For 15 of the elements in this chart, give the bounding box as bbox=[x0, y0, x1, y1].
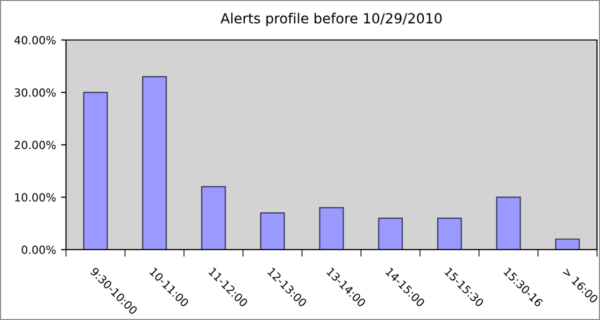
bar bbox=[319, 207, 344, 250]
y-tick-label: 20.00% bbox=[14, 140, 56, 150]
bar bbox=[555, 238, 580, 250]
bar bbox=[378, 218, 403, 250]
bar bbox=[260, 212, 285, 250]
bar bbox=[496, 196, 521, 250]
bar bbox=[142, 76, 167, 250]
bar bbox=[201, 186, 226, 250]
y-tick-label: 30.00% bbox=[14, 88, 56, 97]
bar bbox=[83, 92, 108, 250]
y-tick-label: 0.00% bbox=[22, 246, 56, 254]
chart-title: Alerts profile before 10/29/2010 bbox=[220, 12, 442, 26]
y-tick-label: 10.00% bbox=[15, 193, 56, 202]
bar bbox=[437, 218, 462, 250]
y-tick-label: 40.00% bbox=[14, 36, 56, 44]
